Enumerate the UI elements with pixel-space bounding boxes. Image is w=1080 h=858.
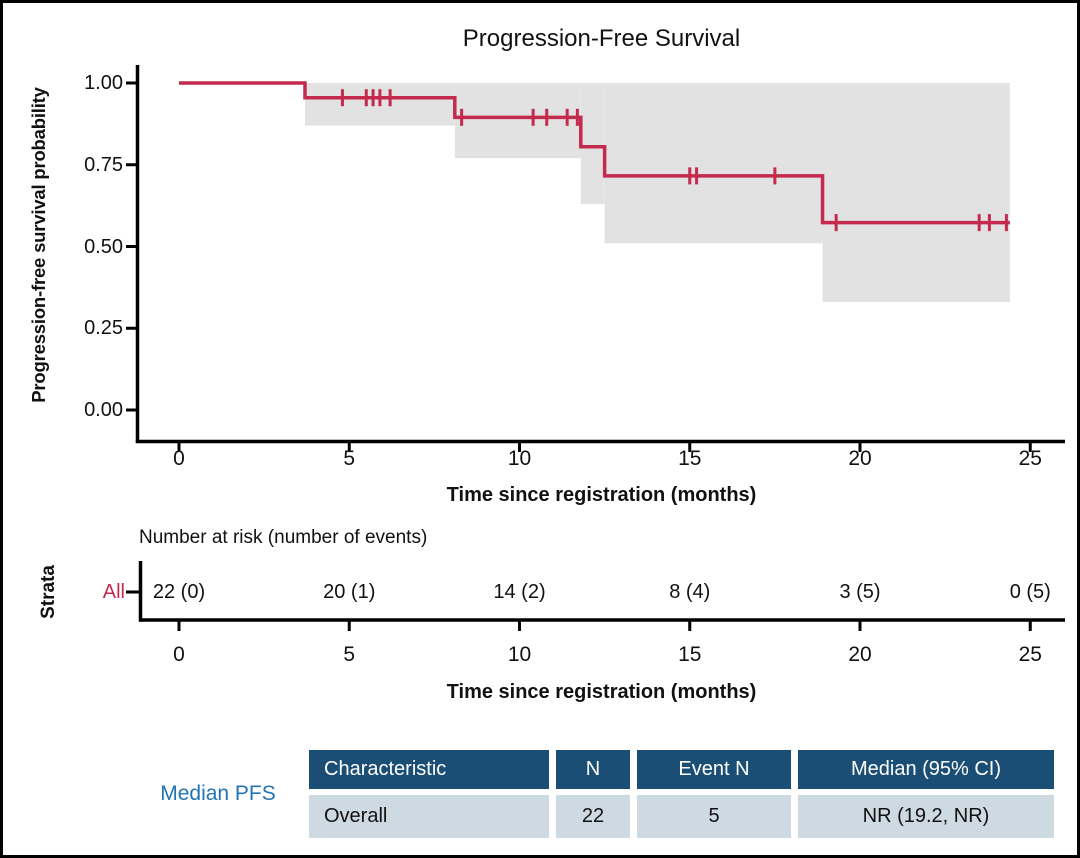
y-axis-title: Progression-free survival probability	[28, 87, 49, 403]
strata-axis-label: Strata	[38, 565, 59, 619]
chart-title: Progression-Free Survival	[462, 25, 741, 52]
summary-cell-median: NR (19.2, NR)	[798, 795, 1054, 838]
x-tick-label: 20	[848, 447, 872, 470]
x-tick-label: 10	[507, 447, 532, 470]
y-tick-label: 1.00	[84, 72, 123, 94]
risk-count: 8 (4)	[669, 581, 711, 603]
risk-count: 20 (1)	[323, 581, 376, 603]
x-tick-label: 15	[678, 447, 702, 470]
risk-x-tick-label: 5	[343, 643, 356, 666]
y-tick-label: 0.50	[84, 235, 123, 258]
summary-header-n: N	[556, 750, 630, 789]
risk-count: 14 (2)	[493, 581, 546, 603]
risk-count: 0 (5)	[1009, 581, 1051, 603]
risk-count: 22 (0)	[152, 581, 206, 603]
risk-x-axis-title: Time since registration (months)	[446, 681, 757, 703]
summary-header-event-n: Event N	[637, 750, 791, 789]
risk-x-tick-label: 20	[848, 643, 872, 666]
risk-count: 3 (5)	[839, 581, 881, 603]
summary-header-characteristic: Characteristic	[309, 750, 549, 789]
x-tick-label: 5	[343, 447, 356, 470]
risk-table-caption: Number at risk (number of events)	[139, 527, 428, 548]
confidence-band-segment	[604, 83, 823, 244]
km-plot-svg	[126, 65, 1065, 631]
summary-cell-characteristic: Overall	[309, 795, 549, 838]
summary-table: Characteristic N Event N Median (95% CI)…	[309, 750, 1054, 838]
risk-x-tick-label: 10	[507, 643, 532, 666]
x-tick-label: 0	[173, 447, 185, 470]
risk-x-tick-label: 25	[1018, 643, 1042, 666]
confidence-band-segment	[454, 83, 581, 159]
confidence-band-segment	[580, 83, 605, 204]
summary-cell-event-n: 5	[637, 795, 791, 838]
y-tick-label: 0.00	[84, 399, 123, 421]
x-axis-title: Time since registration (months)	[446, 484, 757, 506]
strata-name-all: All	[102, 581, 125, 603]
y-tick-label: 0.25	[84, 317, 123, 340]
summary-header-median: Median (95% CI)	[798, 750, 1054, 789]
summary-cell-n: 22	[556, 795, 630, 838]
summary-table-caption: Median PFS	[160, 782, 276, 805]
risk-x-tick-label: 15	[678, 643, 702, 666]
x-tick-label: 25	[1018, 447, 1042, 470]
confidence-band-segment	[822, 83, 1010, 303]
y-tick-label: 0.75	[84, 153, 123, 176]
risk-x-tick-label: 0	[173, 643, 185, 666]
km-curve	[179, 81, 1010, 225]
